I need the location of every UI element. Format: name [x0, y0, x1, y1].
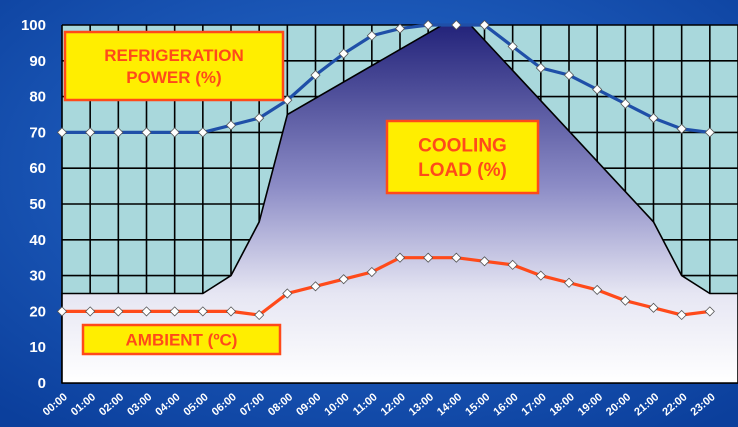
ambient-point — [507, 259, 518, 270]
ambient-point — [592, 284, 603, 295]
ambient-point — [254, 309, 265, 321]
refrigeration-point — [225, 120, 237, 131]
y-tick-label: 0 — [38, 375, 46, 392]
refrigeration-point — [254, 113, 265, 124]
refrigeration-point — [141, 127, 152, 138]
cooling-label-box — [385, 119, 540, 195]
cooling-label-text: LOAD (%) — [418, 160, 507, 181]
ambient-point — [704, 306, 715, 317]
refrigeration-point — [507, 41, 518, 52]
ambient-point — [282, 288, 293, 299]
y-tick-label: 90 — [29, 53, 46, 70]
ambient-point — [394, 252, 406, 263]
ambient-point — [366, 266, 377, 278]
refrigeration-point — [366, 30, 377, 41]
y-tick-label: 60 — [29, 160, 46, 177]
refrigeration-point — [113, 127, 124, 138]
refrigeration-point — [648, 113, 659, 124]
ambient-point — [563, 277, 575, 288]
y-tick-label: 20 — [29, 303, 46, 320]
y-tick-label: 80 — [29, 89, 46, 106]
ambient-point — [479, 256, 490, 267]
ambient-point — [423, 252, 434, 263]
refrigeration-label-text: POWER (%) — [126, 68, 221, 87]
refrigeration-point — [563, 70, 575, 81]
y-tick-label: 100 — [21, 17, 46, 34]
ambient-point — [197, 306, 208, 317]
refrigeration-point — [85, 127, 96, 138]
ambient-point — [648, 302, 659, 313]
y-tick-label: 10 — [29, 339, 46, 356]
ambient-point — [56, 306, 68, 317]
refrigeration-point — [704, 127, 715, 138]
ambient-label-box — [81, 323, 282, 356]
refrigeration-label-box — [63, 30, 285, 102]
refrigeration-point — [197, 127, 208, 138]
refrigeration-point — [592, 84, 603, 95]
refrigeration-point — [423, 19, 434, 31]
ambient-point — [620, 295, 631, 306]
refrigeration-point — [535, 62, 546, 74]
ambient-label-text: AMBIENT (ºC) — [126, 330, 238, 349]
refrigeration-point — [56, 127, 68, 138]
ambient-point — [451, 252, 462, 263]
refrigeration-point — [451, 19, 462, 31]
refrigeration-point — [620, 98, 631, 109]
refrigeration-point — [282, 95, 293, 106]
refrigeration-point — [676, 123, 687, 134]
refrigeration-label-text: REFRIGERATION — [104, 46, 243, 65]
ambient-point — [85, 306, 96, 317]
ambient-point — [113, 306, 124, 317]
refrigeration-point — [310, 70, 321, 81]
cooling-label-text: COOLING — [418, 135, 507, 156]
y-tick-label: 40 — [29, 232, 46, 249]
y-tick-label: 50 — [29, 196, 46, 213]
ambient-point — [676, 309, 687, 321]
refrigeration-point — [479, 19, 490, 31]
refrigeration-point — [169, 127, 180, 138]
ambient-point — [310, 281, 321, 292]
y-tick-label: 70 — [29, 124, 46, 141]
ambient-point — [141, 306, 152, 317]
ambient-point — [225, 306, 237, 317]
ambient-point — [535, 270, 546, 281]
ambient-point — [169, 306, 180, 317]
refrigeration-point — [394, 23, 406, 34]
ambient-point — [338, 274, 349, 285]
refrigeration-point — [338, 48, 349, 59]
y-tick-label: 30 — [29, 268, 46, 285]
